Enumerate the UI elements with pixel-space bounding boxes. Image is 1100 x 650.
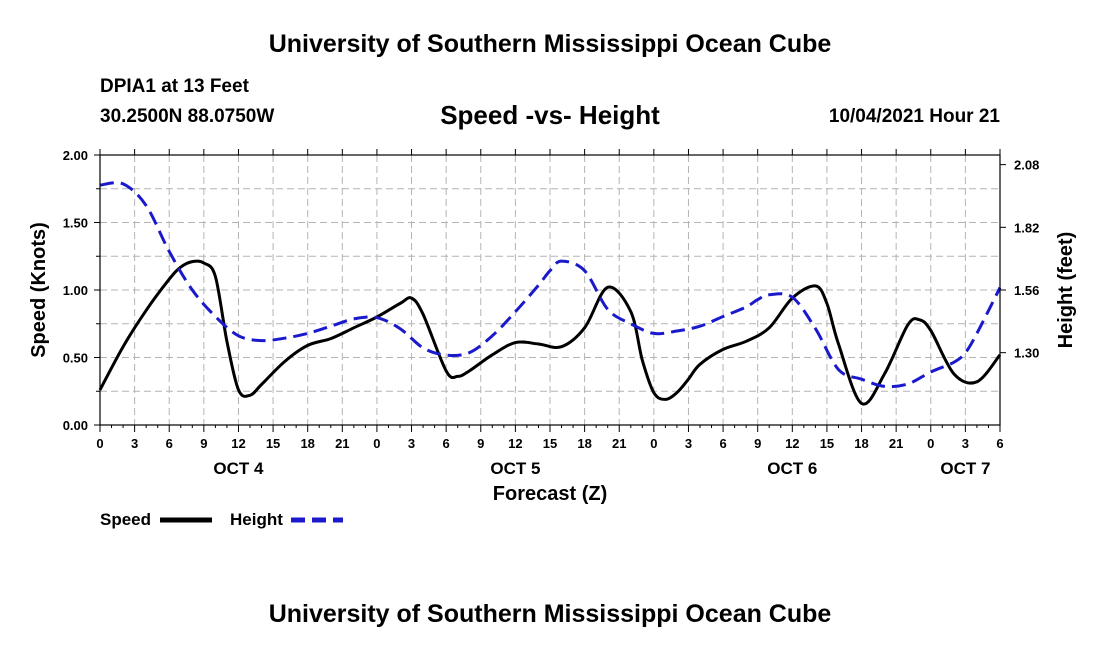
x-tick-label: 9 <box>754 436 761 451</box>
x-tick-label: 21 <box>612 436 626 451</box>
legend-height-label: Height <box>230 510 283 529</box>
y-tick-label: 0.00 <box>63 418 88 433</box>
x-tick-label: 0 <box>96 436 103 451</box>
x-day-label: OCT 4 <box>213 459 264 478</box>
x-tick-label: 6 <box>719 436 726 451</box>
plot-series <box>98 181 1002 406</box>
y-axis-label: Speed (Knots) <box>28 222 50 358</box>
y-tick-label: 1.50 <box>63 216 88 231</box>
x-tick-label: 6 <box>996 436 1003 451</box>
x-tick-label: 0 <box>373 436 380 451</box>
y-tick-label: 2.00 <box>63 148 88 163</box>
x-tick-label: 21 <box>335 436 349 451</box>
x-tick-label: 12 <box>231 436 245 451</box>
y-tick-label: 1.00 <box>63 283 88 298</box>
x-day-label: OCT 6 <box>767 459 817 478</box>
x-axis-label: Forecast (Z) <box>493 483 607 505</box>
y2-tick-label: 1.56 <box>1014 283 1039 298</box>
y-tick-label: 0.50 <box>63 351 88 366</box>
x-tick-label: 12 <box>785 436 799 451</box>
x-tick-label: 12 <box>508 436 522 451</box>
chart-title: Speed -vs- Height <box>440 100 660 130</box>
x-tick-label: 15 <box>543 436 557 451</box>
legend: Speed Height <box>100 510 343 529</box>
x-tick-label: 3 <box>962 436 969 451</box>
x-tick-label: 0 <box>927 436 934 451</box>
x-tick-label: 3 <box>685 436 692 451</box>
axes: 0 3 6 9 12 15 18 21 0 3 6 9 12 15 18 21 0 3 6 9 12 15 18 21 0 3 6 0… <box>63 148 1040 478</box>
x-tick-label: 9 <box>477 436 484 451</box>
height-series-line <box>99 181 1002 389</box>
x-tick-label: 6 <box>166 436 173 451</box>
y2-tick-label: 1.82 <box>1014 220 1039 235</box>
x-tick-label: 3 <box>131 436 138 451</box>
page-title: University of Southern Mississippi Ocean… <box>268 30 832 58</box>
grid-lines <box>100 155 1000 425</box>
legend-speed-label: Speed <box>100 510 151 529</box>
x-tick-label: 18 <box>300 436 314 451</box>
x-tick-label: 3 <box>408 436 415 451</box>
x-tick-label: 0 <box>650 436 657 451</box>
footer-title: University of Southern Mississippi Ocean… <box>268 600 832 628</box>
y2-axis-label: Height (feet) <box>1055 232 1077 349</box>
x-tick-label: 6 <box>443 436 450 451</box>
station-label: DPIA1 at 13 Feet <box>100 76 249 97</box>
x-tick-label: 9 <box>200 436 207 451</box>
y2-tick-label: 1.30 <box>1014 346 1039 361</box>
x-tick-label: 15 <box>820 436 834 451</box>
x-tick-label: 21 <box>889 436 903 451</box>
y2-tick-label: 2.08 <box>1014 158 1039 173</box>
x-day-label: OCT 5 <box>490 459 540 478</box>
speed-series-line <box>98 259 1002 406</box>
x-tick-label: 18 <box>577 436 591 451</box>
x-day-label: OCT 7 <box>940 459 990 478</box>
forecast-timestamp: 10/04/2021 Hour 21 <box>828 106 1000 127</box>
x-tick-label: 15 <box>266 436 280 451</box>
station-coordinates: 30.2500N 88.0750W <box>100 106 275 127</box>
x-tick-label: 18 <box>854 436 868 451</box>
